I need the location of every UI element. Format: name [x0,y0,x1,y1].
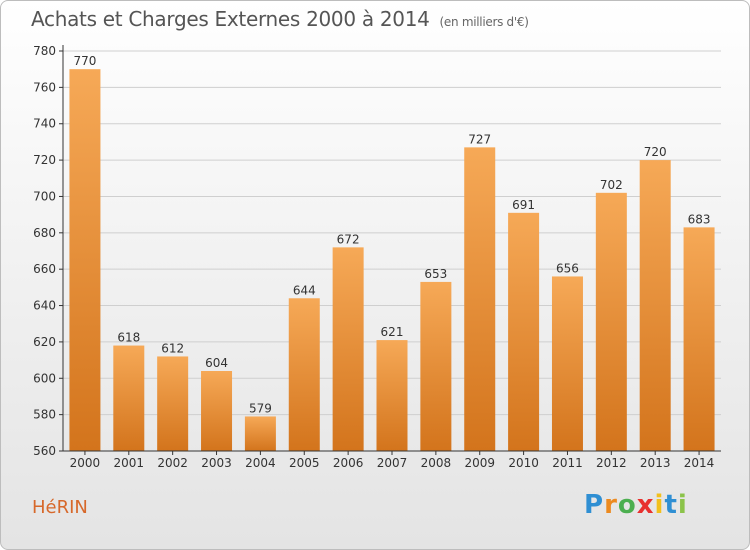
data-label: 653 [424,267,447,281]
bar [244,416,276,451]
bars [69,69,715,451]
data-label: 604 [205,356,228,370]
data-label: 618 [117,331,140,345]
x-tick-label: 2011 [552,456,583,470]
x-tick-label: 2014 [684,456,715,470]
chart-title-text: Achats et Charges Externes 2000 à 2014 [31,7,430,31]
bar [639,160,671,451]
y-tick-label: 680 [33,226,56,240]
proxiti-logo-letter: x [636,490,655,520]
data-label: 656 [556,261,579,275]
bar [113,345,145,451]
data-label: 579 [249,401,272,415]
data-label: 644 [293,283,316,297]
y-tick-label: 780 [33,44,56,58]
proxiti-logo-letter: i [654,490,665,520]
axes [59,45,721,455]
data-label: 702 [600,178,623,192]
commune-name: HéRIN [32,497,88,518]
data-label: 612 [161,341,184,355]
bar [376,340,408,451]
proxiti-logo-letter: P [584,490,605,520]
y-tick-label: 580 [33,408,56,422]
x-tick-label: 2001 [114,456,145,470]
x-tick-label: 2013 [640,456,671,470]
data-label: 691 [512,198,535,212]
x-tick-label: 2012 [596,456,627,470]
x-tick-label: 2009 [464,456,495,470]
y-tick-label: 700 [33,189,56,203]
y-tick-label: 720 [33,153,56,167]
data-label: 727 [468,132,491,146]
y-tick-label: 660 [33,262,56,276]
labels: 560 580 600 620 640 660 680 700 720 740 760 780 770 2… [33,44,714,470]
x-tick-label: 2003 [201,456,232,470]
bar [288,298,320,451]
x-tick-label: 2006 [333,456,364,470]
y-tick-label: 760 [33,80,56,94]
bar [201,371,233,451]
x-tick-label: 2000 [70,456,101,470]
proxiti-logo-letter: o [617,490,637,520]
bar [332,247,364,451]
y-tick-label: 560 [33,444,56,458]
proxiti-logo-letter: r [604,490,618,520]
x-tick-label: 2008 [421,456,452,470]
chart-unit: (en milliers d'€) [439,15,529,29]
y-tick-label: 740 [33,117,56,131]
bar [157,356,189,451]
y-tick-label: 600 [33,371,56,385]
bar [551,276,583,451]
chart-title: Achats et Charges Externes 2000 à 2014 (e… [31,7,529,31]
bar [683,227,715,451]
bar [508,212,540,451]
x-tick-label: 2010 [508,456,539,470]
bar [595,192,627,451]
x-tick-label: 2002 [157,456,188,470]
data-label: 672 [337,232,360,246]
proxiti-logo-letter: t [664,490,678,520]
data-label: 683 [688,212,711,226]
data-label: 621 [381,325,404,339]
bar [420,281,452,451]
y-tick-label: 640 [33,299,56,313]
x-tick-label: 2007 [377,456,408,470]
proxiti-logo: Proxiti [584,490,688,520]
y-tick-label: 620 [33,335,56,349]
bar [69,69,101,451]
bar [464,147,496,451]
data-label: 770 [73,54,96,68]
proxiti-logo-letter: i [677,490,688,520]
x-tick-label: 2005 [289,456,320,470]
x-tick-label: 2004 [245,456,276,470]
data-label: 720 [644,145,667,159]
